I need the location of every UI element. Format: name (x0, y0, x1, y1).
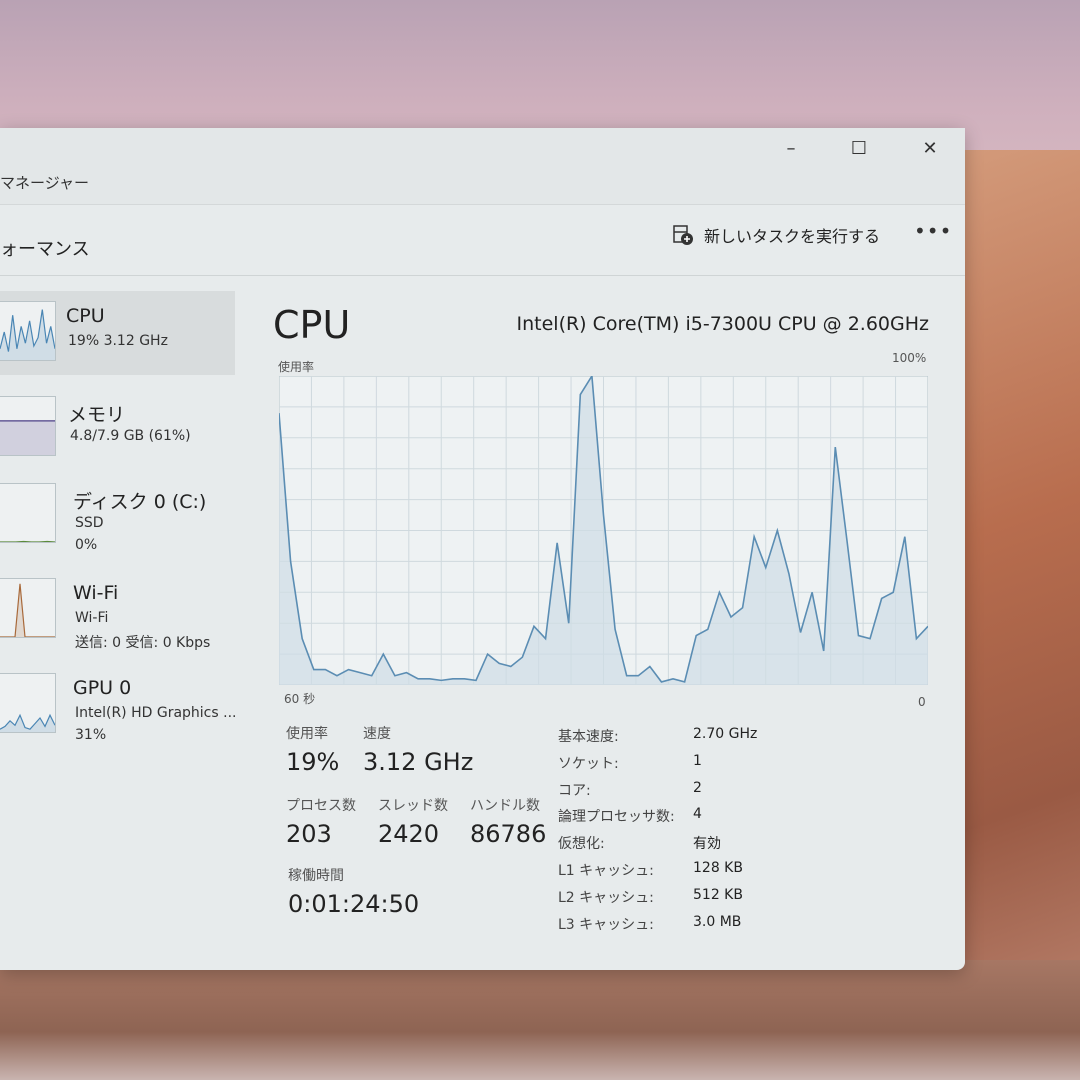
sidebar-item-0[interactable]: CPU 19% 3.12 GHz (0, 291, 235, 375)
spec-key: L1 キャッシュ: (558, 863, 654, 879)
sidebar-sparkline (0, 396, 56, 456)
uptime-value: 0:01:24:50 (288, 890, 420, 918)
spec-value: 有効 (693, 836, 721, 853)
spec-key: 仮想化: (558, 836, 605, 853)
sidebar-sparkline (0, 483, 56, 543)
run-task-icon (673, 225, 693, 245)
threads-value: 2420 (378, 820, 440, 848)
spec-key: ソケット: (558, 755, 619, 772)
speed-value: 3.12 GHz (363, 748, 474, 776)
spec-key: 論理プロセッサ数: (558, 809, 675, 826)
sparkline-fill (0, 583, 55, 637)
run-new-task-button[interactable]: 新しいタスクを実行する (672, 223, 880, 247)
spec-value: 512 KB (693, 886, 743, 903)
spec-value: 2 (693, 779, 702, 796)
usage-value: 19% (286, 748, 340, 776)
sidebar-item-name: ディスク 0 (C:) (73, 491, 207, 513)
page-title: ォーマンス (0, 239, 90, 260)
sidebar-item-2[interactable]: ディスク 0 (C:) SSD 0% (0, 473, 235, 557)
sidebar-item-line2: 送信: 0 受信: 0 Kbps (75, 635, 211, 651)
sidebar-sparkline (0, 301, 56, 361)
sidebar-item-name: GPU 0 (73, 677, 132, 699)
sidebar-item-line2: 0% (75, 537, 98, 553)
speed-label: 速度 (363, 726, 391, 742)
sidebar-item-4[interactable]: GPU 0 Intel(R) HD Graphics ... 31% (0, 663, 237, 747)
spec-key: コア: (558, 782, 591, 799)
y-axis-label: 使用率 (278, 360, 315, 374)
sidebar-item-line2: 31% (75, 727, 107, 743)
usage-label: 使用率 (286, 726, 328, 742)
main-title: CPU (273, 303, 351, 347)
y-max-label: 100% (892, 351, 927, 365)
sidebar-item-line1: Wi-Fi (75, 610, 109, 626)
app-title: マネージャー (0, 174, 89, 192)
cpu-usage-area (279, 376, 928, 685)
close-button[interactable]: ✕ (922, 138, 938, 159)
spec-value: 2.70 GHz (693, 726, 758, 742)
threads-label: スレッド数 (378, 798, 448, 814)
sidebar-item-name: Wi-Fi (73, 582, 119, 604)
background-ground (0, 960, 1080, 1080)
sparkline-fill (0, 715, 55, 732)
sidebar-item-line1: Intel(R) HD Graphics ... (75, 705, 237, 721)
spec-value: 3.0 MB (693, 913, 742, 930)
sparkline-fill (0, 420, 55, 455)
sparkline-line (0, 583, 55, 637)
cpu-model: Intel(R) Core(TM) i5-7300U CPU @ 2.60GHz (516, 313, 930, 335)
sidebar-item-name: メモリ (68, 404, 126, 426)
spec-value: 4 (693, 806, 702, 823)
sidebar-sparkline (0, 673, 56, 733)
x-left-label: 60 秒 (284, 692, 316, 706)
run-task-label: 新しいタスクを実行する (704, 227, 881, 246)
minimize-button[interactable]: – (786, 138, 796, 159)
spec-value: 128 KB (693, 860, 743, 876)
toolbar: ォーマンス 新しいタスクを実行する ••• (0, 205, 965, 276)
spec-value: 1 (693, 752, 702, 769)
spec-key: 基本速度: (558, 729, 619, 745)
sidebar-item-line1: 4.8/7.9 GB (61%) (70, 428, 191, 444)
maximize-button[interactable]: ☐ (850, 138, 868, 159)
sparkline-line (0, 713, 55, 730)
title-bar: マネージャー – ☐ ✕ (0, 128, 965, 205)
sidebar-sparkline (0, 578, 56, 638)
handles-value: 86786 (470, 820, 547, 848)
processes-label: プロセス数 (286, 798, 356, 814)
cpu-usage-line (279, 376, 928, 683)
spec-key: L3 キャッシュ: (558, 916, 654, 933)
sidebar-item-line1: 19% 3.12 GHz (68, 333, 168, 349)
sparkline-line (0, 540, 55, 542)
more-options-button[interactable]: ••• (914, 219, 953, 243)
handles-label: ハンドル数 (470, 798, 540, 814)
uptime-label: 稼働時間 (288, 868, 344, 884)
sidebar-item-3[interactable]: Wi-Fi Wi-Fi 送信: 0 受信: 0 Kbps (0, 568, 235, 652)
background-cliff (960, 150, 1080, 1080)
processes-value: 203 (286, 820, 332, 848)
sidebar-item-line1: SSD (75, 515, 104, 531)
spec-key: L2 キャッシュ: (558, 889, 654, 906)
sidebar-item-name: CPU (66, 305, 105, 327)
x-right-label: 0 (918, 695, 926, 709)
cpu-usage-chart (279, 376, 928, 685)
sparkline-line (0, 309, 55, 352)
sidebar-item-1[interactable]: メモリ 4.8/7.9 GB (61%) (0, 386, 235, 470)
